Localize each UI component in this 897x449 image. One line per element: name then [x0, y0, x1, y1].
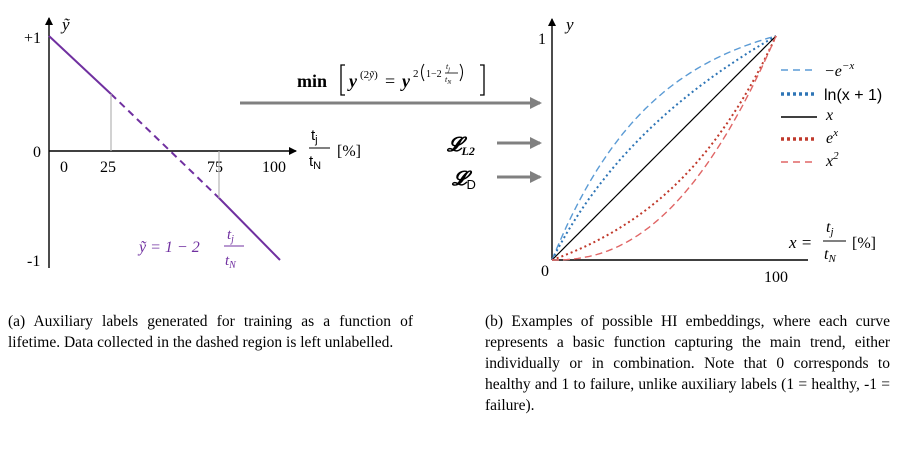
min-body-exp-num: tj [446, 62, 450, 73]
panel-a-y-tick-minus1: -1 [27, 253, 40, 270]
min-body-exp: 1−2 [426, 69, 442, 80]
panel-b-x-label-lhs: x = [788, 233, 812, 252]
panel-a-equation-num: tj [227, 227, 234, 245]
legend-label-ln: ln(x + 1) [824, 87, 882, 104]
min-word: min [297, 71, 327, 91]
panel-b-x-label-unit: [%] [852, 235, 876, 252]
min-body-exp-den: tN [445, 75, 452, 86]
legend-label-square: x2 [825, 150, 839, 170]
panel-a-x-tick-100: 100 [262, 159, 286, 176]
panel-a-y-tick-zero: 0 [33, 144, 41, 161]
panel-a-x-tick-0: 0 [60, 159, 68, 176]
panel-b-x-label-den: tN [824, 246, 836, 265]
min-body-eq: = [385, 71, 395, 91]
panel-a-equation-lhs: ỹ = 1 − 2 [137, 239, 200, 256]
legend-label-neg-exp: −e−x [824, 60, 854, 80]
panel-b-x-tick-100: 100 [764, 269, 788, 286]
panel-a-x-tick-75: 75 [207, 159, 223, 176]
legend-label-linear: x [825, 107, 833, 124]
min-paren-left [421, 63, 425, 82]
panel-a-y-label: ỹ [60, 15, 70, 34]
panel-a: ỹ +1 0 -1 0 25 75 100 tj tN [%] ỹ = 1 − … [24, 15, 361, 271]
caption-a: (a) Auxiliary labels generated for train… [8, 313, 413, 351]
panel-a-line-dashed [110, 93, 220, 199]
panel-a-line-end [218, 197, 281, 261]
caption-b: (b) Examples of possible HI embeddings, … [485, 313, 890, 414]
panel-a-equation-den: tN [225, 253, 237, 271]
panel-a-x-label-den: tN [309, 153, 321, 172]
curve-neg-exp [551, 35, 777, 261]
panel-b-origin: 0 [541, 263, 549, 280]
loss-d-label: 𝓛D [451, 168, 476, 192]
loss-l2-label: 𝓛L2 [446, 134, 475, 158]
min-paren-right [459, 63, 463, 82]
curve-linear [551, 35, 777, 261]
min-bracket-right [480, 64, 485, 96]
min-body-rhs-sup: 2 [413, 68, 419, 80]
curve-exp [551, 35, 777, 261]
min-body-rhs: y [400, 71, 411, 91]
min-bracket-left [340, 64, 345, 96]
min-body-lhs: y [347, 71, 358, 91]
panel-b-y-tick-1: 1 [538, 31, 546, 48]
panel-a-x-tick-25: 25 [100, 159, 116, 176]
panel-b-x-label-num: tj [826, 219, 834, 238]
curve-square [552, 35, 777, 261]
middle-connector: min y (2ỹ) = y 2 1−2 tj tN 𝓛L2 𝓛D [240, 62, 542, 192]
legend-label-exp: ex [826, 127, 838, 147]
panel-a-line-start [48, 35, 112, 95]
panel-a-x-unit: [%] [337, 143, 361, 160]
panel-a-y-tick-plus1: +1 [24, 30, 41, 47]
legend: −e−x ln(x + 1) x ex x2 [781, 60, 882, 170]
min-expression: min y (2ỹ) = y 2 1−2 tj tN [297, 62, 485, 96]
panel-a-x-label-num: tj [311, 127, 318, 146]
panel-b: y 1 0 100 −e−x ln(x + 1) x ex x2 x = tj … [538, 15, 882, 286]
panel-b-y-label: y [564, 15, 574, 34]
min-body-lhs-sup: (2ỹ) [360, 69, 378, 81]
figure: ỹ +1 0 -1 0 25 75 100 tj tN [%] ỹ = 1 − … [24, 15, 882, 286]
